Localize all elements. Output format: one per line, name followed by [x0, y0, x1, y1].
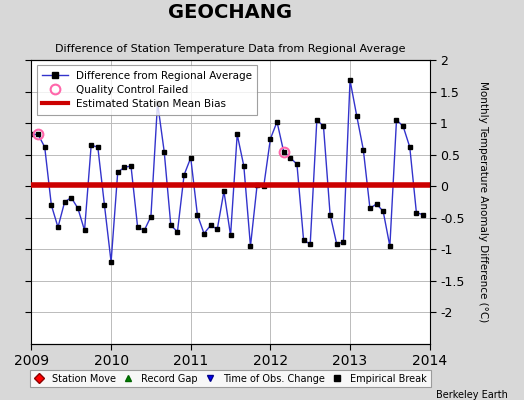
Legend: Station Move, Record Gap, Time of Obs. Change, Empirical Break: Station Move, Record Gap, Time of Obs. C… — [30, 370, 431, 388]
Title: GEOCHANG: GEOCHANG — [169, 3, 292, 22]
Text: Difference of Station Temperature Data from Regional Average: Difference of Station Temperature Data f… — [56, 44, 406, 54]
Y-axis label: Monthly Temperature Anomaly Difference (°C): Monthly Temperature Anomaly Difference (… — [478, 81, 488, 323]
Text: Berkeley Earth: Berkeley Earth — [436, 390, 508, 400]
